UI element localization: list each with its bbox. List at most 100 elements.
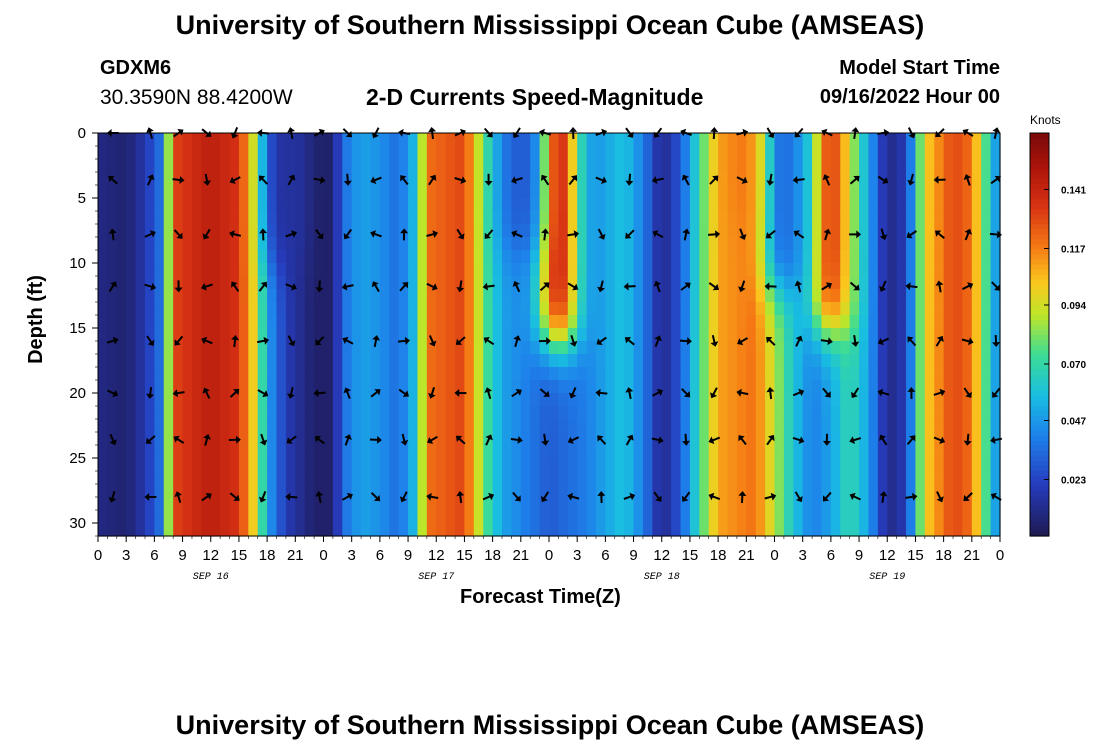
current-vector bbox=[144, 282, 157, 291]
heatmap-cell bbox=[661, 146, 672, 160]
current-vector bbox=[173, 229, 183, 239]
heatmap-cell bbox=[314, 315, 325, 329]
heatmap-cell bbox=[661, 406, 672, 420]
heatmap-cell bbox=[915, 393, 926, 407]
heatmap-cell bbox=[116, 211, 127, 225]
heatmap-cell bbox=[624, 159, 635, 173]
heatmap-cell bbox=[332, 198, 343, 212]
heatmap-cell bbox=[116, 146, 127, 160]
heatmap-cell bbox=[953, 510, 964, 524]
heatmap-cell bbox=[98, 523, 108, 537]
heatmap-cell bbox=[765, 510, 776, 524]
heatmap-cell bbox=[370, 289, 381, 303]
heatmap-cell bbox=[859, 224, 870, 238]
heatmap-cell bbox=[642, 497, 653, 511]
heatmap-cell bbox=[107, 393, 118, 407]
heatmap-cell bbox=[849, 471, 860, 485]
heatmap-cell bbox=[182, 224, 193, 238]
heatmap-cell bbox=[455, 497, 466, 511]
current-vector bbox=[426, 230, 438, 238]
heatmap-cell bbox=[614, 146, 625, 160]
heatmap-cell bbox=[126, 172, 137, 186]
heatmap-cell bbox=[595, 237, 606, 251]
colorbar-swatch bbox=[1030, 329, 1049, 336]
heatmap-cell bbox=[746, 146, 757, 160]
heatmap-cell bbox=[473, 211, 484, 225]
heatmap-cell bbox=[981, 289, 992, 303]
heatmap-cell bbox=[614, 315, 625, 329]
heatmap-cell bbox=[502, 224, 513, 238]
heatmap-cell bbox=[426, 289, 437, 303]
heatmap-cell bbox=[473, 510, 484, 524]
heatmap-cell bbox=[549, 237, 559, 251]
heatmap-cell bbox=[445, 315, 456, 329]
heatmap-cell bbox=[267, 263, 278, 277]
heatmap-cell bbox=[182, 510, 193, 524]
heatmap-cell bbox=[126, 146, 137, 160]
heatmap-cell bbox=[417, 172, 428, 186]
heatmap-cell bbox=[408, 445, 419, 459]
heatmap-cell bbox=[464, 302, 475, 316]
heatmap-cell bbox=[238, 315, 249, 329]
heatmap-cell bbox=[624, 445, 635, 459]
heatmap-cell bbox=[201, 367, 212, 381]
heatmap-cell bbox=[135, 328, 146, 342]
heatmap-cell bbox=[849, 328, 860, 342]
heatmap-cell bbox=[502, 510, 513, 524]
heatmap-cell bbox=[539, 523, 550, 537]
heatmap-cell bbox=[417, 497, 428, 511]
heatmap-cell bbox=[661, 263, 672, 277]
heatmap-cell bbox=[342, 367, 353, 381]
heatmap-cell bbox=[285, 276, 296, 290]
heatmap-cell bbox=[953, 250, 964, 264]
heatmap-cell bbox=[953, 263, 964, 277]
heatmap-cell bbox=[332, 484, 343, 498]
heatmap-cell bbox=[708, 289, 719, 303]
heatmap-cell bbox=[746, 133, 757, 147]
colorbar-swatch bbox=[1030, 168, 1049, 174]
heatmap-cell bbox=[661, 172, 672, 186]
heatmap-cell bbox=[267, 458, 278, 472]
heatmap-cell bbox=[558, 523, 569, 537]
heatmap-cell bbox=[267, 406, 278, 420]
heatmap-cell bbox=[774, 328, 785, 342]
heatmap-cell bbox=[896, 211, 907, 225]
heatmap-cell bbox=[793, 198, 804, 212]
heatmap-cell bbox=[351, 341, 362, 355]
x-tick-label: 18 bbox=[259, 547, 276, 564]
heatmap-cell bbox=[502, 419, 513, 433]
heatmap-cell bbox=[332, 211, 343, 225]
heatmap-cell bbox=[821, 419, 832, 433]
heatmap-cell bbox=[718, 523, 729, 537]
heatmap-cell bbox=[783, 159, 794, 173]
colorbar-swatch bbox=[1030, 339, 1049, 346]
heatmap-cell bbox=[971, 523, 982, 537]
colorbar-swatch bbox=[1030, 309, 1049, 315]
heatmap-cell bbox=[783, 497, 794, 511]
heatmap-cell bbox=[868, 497, 879, 511]
heatmap-cell bbox=[285, 341, 296, 355]
heatmap-cell bbox=[191, 263, 202, 277]
heatmap-cell bbox=[915, 315, 926, 329]
heatmap-cell bbox=[877, 198, 888, 212]
heatmap-cell bbox=[98, 341, 108, 355]
heatmap-cell bbox=[511, 237, 522, 251]
heatmap-cell bbox=[924, 133, 935, 147]
heatmap-cell bbox=[849, 211, 860, 225]
heatmap-cell bbox=[436, 302, 447, 316]
heatmap-cell bbox=[135, 211, 146, 225]
current-vector bbox=[964, 228, 972, 241]
heatmap-cell bbox=[267, 523, 278, 537]
heatmap-cell bbox=[558, 315, 569, 329]
colorbar-swatch bbox=[1030, 269, 1049, 275]
heatmap-cell bbox=[98, 328, 108, 342]
heatmap-cell bbox=[135, 497, 146, 511]
heatmap-cell bbox=[812, 393, 823, 407]
heatmap-cell bbox=[502, 276, 513, 290]
heatmap-cell bbox=[765, 367, 776, 381]
heatmap-cell bbox=[248, 419, 259, 433]
heatmap-cell bbox=[502, 250, 513, 264]
current-vector bbox=[541, 174, 550, 186]
heatmap-cell bbox=[859, 445, 870, 459]
heatmap-cell bbox=[417, 341, 428, 355]
